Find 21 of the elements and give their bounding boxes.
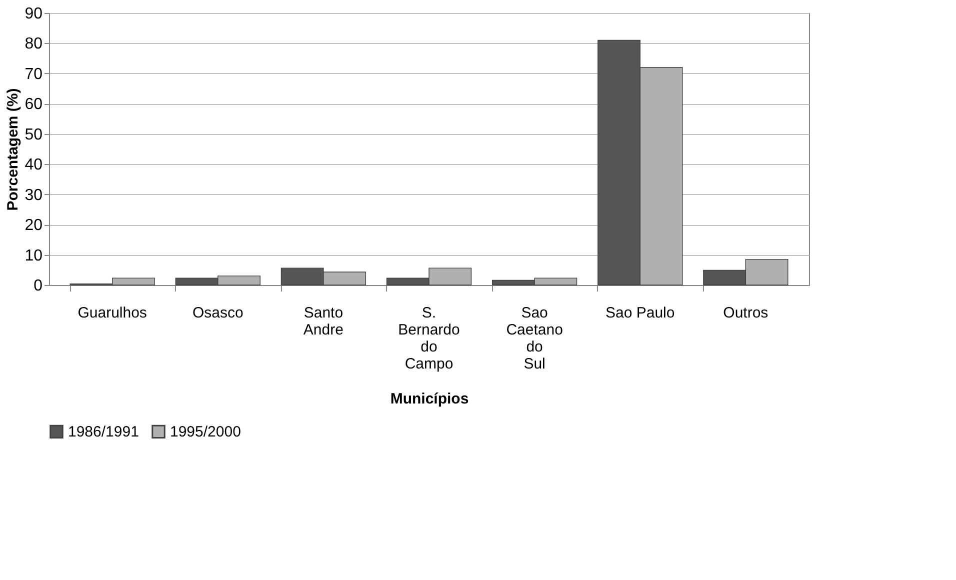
x-tick-label: Outros (723, 304, 768, 322)
y-tick-label: 30 (24, 186, 43, 204)
y-tick-label: 80 (24, 36, 43, 53)
y-tick-label: 20 (24, 217, 43, 234)
y-tick-label: 0 (34, 278, 43, 294)
x-tick-label: Sao Caetano do Sul (506, 304, 563, 372)
y-tick-label: 10 (24, 247, 43, 264)
x-tick-label: Sao Paulo (605, 304, 675, 322)
y-tick-label: 50 (24, 126, 43, 144)
x-tick-label: S. Bernardo do Campo (398, 304, 460, 372)
y-axis-title: Porcentagem (%) (4, 88, 22, 211)
y-tick-label: 90 (24, 6, 43, 22)
x-tick-label: Guarulhos (78, 304, 147, 322)
y-tick-label: 70 (24, 66, 43, 83)
x-axis-title: Municípios (390, 390, 469, 408)
x-tick-label: Osasco (192, 304, 244, 322)
x-tick-label: Santo Andre (303, 304, 344, 338)
legend-label: 1995/2000 (170, 424, 241, 441)
y-tick-label: 40 (24, 156, 43, 174)
legend-label: 1986/1991 (68, 424, 139, 441)
y-tick-label: 60 (24, 96, 43, 114)
